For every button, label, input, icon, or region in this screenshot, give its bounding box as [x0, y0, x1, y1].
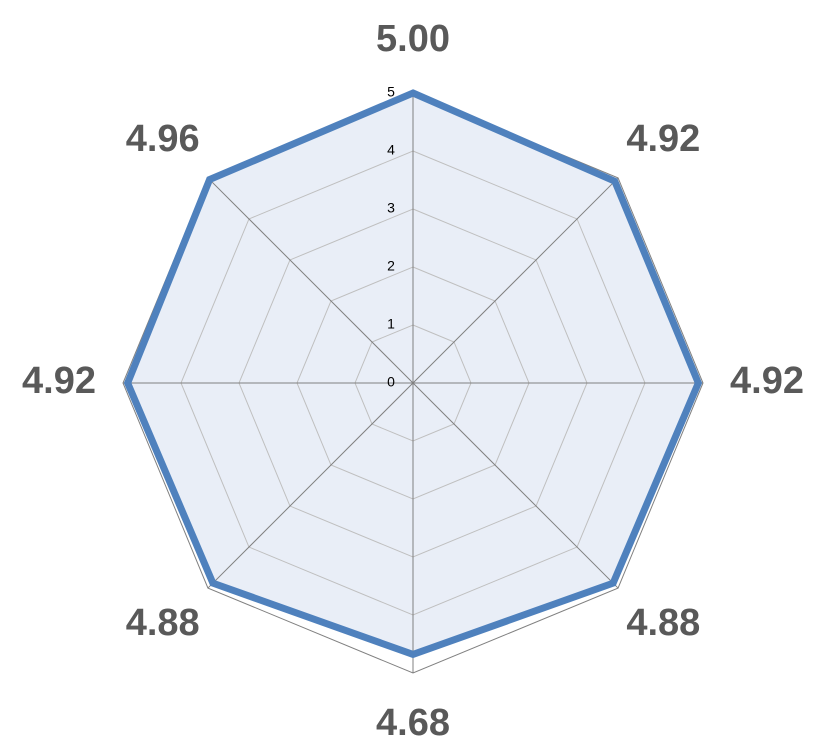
- spoke: [412, 382, 619, 589]
- r-tick-label: 5: [387, 84, 395, 100]
- value-label: 5.00: [376, 18, 450, 60]
- spoke: [207, 382, 414, 589]
- value-label: 4.88: [626, 602, 700, 644]
- r-tick-label: 0: [387, 374, 395, 390]
- spoke: [207, 177, 414, 384]
- r-tick-label: 1: [387, 316, 395, 332]
- value-label: 4.92: [22, 360, 96, 402]
- spoke: [412, 177, 619, 384]
- radar-line: [123, 89, 703, 659]
- value-label: 4.68: [376, 702, 450, 744]
- value-label: 4.88: [126, 602, 200, 644]
- value-label: 4.96: [126, 118, 200, 160]
- value-label: 4.92: [730, 360, 804, 402]
- r-tick-label: 4: [387, 142, 395, 158]
- r-tick-label: 2: [387, 258, 395, 274]
- r-tick-label: 3: [387, 200, 395, 216]
- value-label: 4.92: [626, 118, 700, 160]
